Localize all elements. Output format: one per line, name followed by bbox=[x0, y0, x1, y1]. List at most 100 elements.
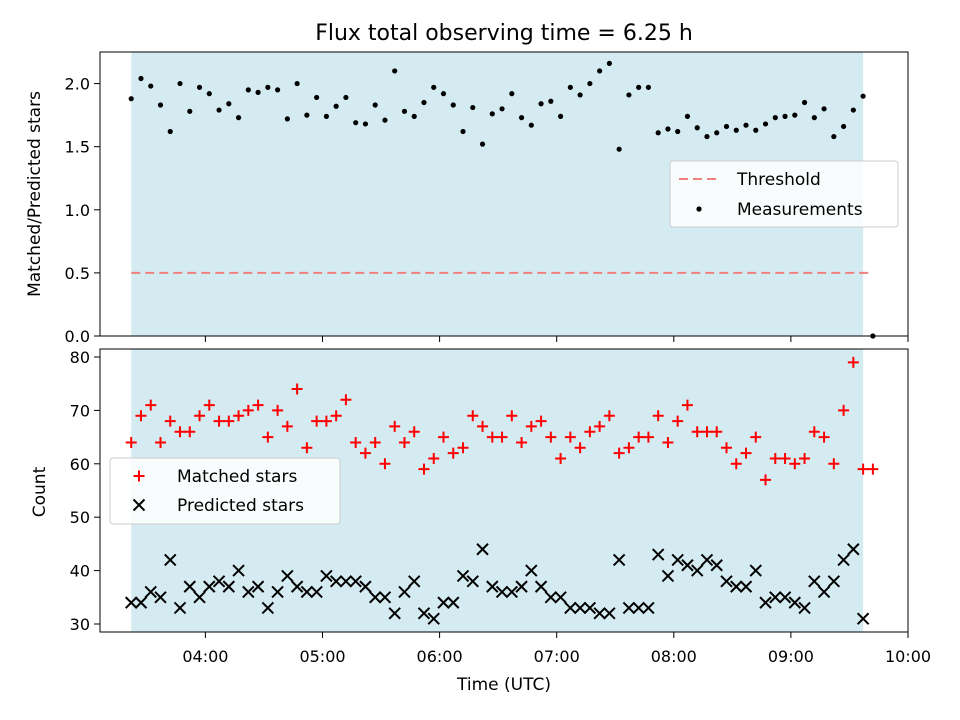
measurement-point bbox=[275, 87, 281, 93]
matched-star-point bbox=[760, 474, 772, 486]
predicted-star-point bbox=[564, 601, 577, 615]
predicted-star-point bbox=[739, 580, 753, 593]
matched-star-point bbox=[291, 383, 303, 395]
matched-star-point bbox=[389, 420, 401, 432]
predicted-star-point bbox=[593, 607, 606, 620]
matched-star-point bbox=[145, 399, 157, 411]
measurement-point bbox=[636, 84, 642, 90]
ratio-legend: Threshold Measurements bbox=[669, 160, 899, 228]
predicted-star-point bbox=[154, 591, 167, 604]
predicted-star-point bbox=[173, 601, 187, 615]
legend-predicted-label: Predicted stars bbox=[177, 496, 304, 516]
legend-box bbox=[669, 160, 899, 228]
measurement-point bbox=[645, 84, 652, 90]
predicted-star-point bbox=[661, 569, 675, 583]
predicted-star-point bbox=[242, 585, 255, 599]
predicted-star-point bbox=[329, 575, 343, 588]
predicted-star-point bbox=[515, 580, 528, 593]
matched-star-point bbox=[838, 404, 850, 416]
measurement-point bbox=[245, 87, 251, 93]
measurement-point bbox=[138, 75, 144, 82]
measurement-point bbox=[255, 89, 261, 95]
matched-star-point bbox=[545, 431, 557, 443]
measurement-point bbox=[684, 113, 691, 119]
y-tick-label: 60 bbox=[70, 455, 90, 474]
measurement-point bbox=[401, 108, 408, 114]
matched-star-point bbox=[340, 394, 352, 406]
matched-star-point bbox=[408, 426, 420, 438]
measurement-point bbox=[626, 92, 632, 98]
matched-star-point bbox=[477, 420, 489, 432]
x-tick-label: 06:00 bbox=[417, 647, 463, 666]
predicted-star-point bbox=[534, 580, 548, 593]
matched-star-point bbox=[594, 420, 606, 432]
matched-star-point bbox=[194, 410, 206, 422]
predicted-star-point bbox=[290, 580, 304, 593]
matched-star-point bbox=[857, 463, 869, 475]
measurement-point bbox=[314, 94, 320, 101]
measurement-point bbox=[753, 127, 759, 133]
matched-star-point bbox=[633, 431, 645, 443]
x-tick-label: 07:00 bbox=[534, 647, 580, 666]
measurement-point bbox=[792, 112, 798, 118]
matched-star-point bbox=[184, 426, 196, 438]
predicted-star-point bbox=[222, 580, 236, 593]
matched-star-point bbox=[613, 447, 625, 459]
predicted-star-point bbox=[554, 591, 567, 604]
matched-star-point bbox=[155, 436, 167, 448]
predicted-star-point bbox=[427, 612, 440, 625]
measurement-point bbox=[216, 107, 222, 113]
predicted-star-point bbox=[622, 601, 636, 615]
predicted-star-point bbox=[817, 585, 831, 599]
measurement-point bbox=[557, 113, 564, 119]
matched-star-point bbox=[720, 442, 732, 454]
predicted-star-point bbox=[368, 591, 382, 604]
predicted-star-point bbox=[642, 601, 655, 615]
matched-star-point bbox=[379, 458, 391, 470]
matched-star-point bbox=[740, 447, 752, 459]
ratio-panel: 0.00.51.01.52.0 Matched/Predicted stars … bbox=[25, 51, 909, 346]
measurement-point bbox=[294, 80, 300, 87]
predicted-star-point bbox=[320, 569, 333, 583]
matched-star-point bbox=[457, 442, 469, 454]
matched-star-point bbox=[125, 436, 137, 448]
matched-star-point bbox=[418, 463, 430, 475]
measurement-point bbox=[782, 113, 788, 119]
measurement-point bbox=[148, 83, 154, 89]
matched-star-point bbox=[779, 452, 791, 464]
measurement-point bbox=[450, 102, 456, 108]
x-tick-label: 08:00 bbox=[651, 647, 697, 666]
ratio-x-ticks bbox=[204, 336, 909, 342]
measurement-point bbox=[353, 120, 359, 126]
predicted-star-point bbox=[720, 575, 733, 588]
matched-star-point bbox=[730, 458, 742, 470]
measurement-point bbox=[704, 133, 710, 140]
matched-star-point bbox=[252, 399, 264, 411]
measurement-point bbox=[831, 133, 837, 140]
measurement-point bbox=[187, 108, 193, 114]
ratio-panel-frame bbox=[99, 51, 909, 337]
measurement-point bbox=[372, 102, 378, 108]
measurement-point bbox=[694, 125, 700, 131]
measurement-point bbox=[489, 111, 495, 117]
predicted-star-point bbox=[710, 559, 723, 572]
predicted-star-point bbox=[203, 580, 216, 593]
predicted-star-point bbox=[681, 559, 694, 572]
measurement-point bbox=[226, 101, 232, 107]
predicted-star-point bbox=[125, 596, 138, 609]
measurement-point bbox=[811, 115, 817, 121]
matched-star-point bbox=[847, 356, 859, 368]
predicted-star-point bbox=[691, 564, 704, 577]
matched-star-point bbox=[223, 415, 235, 427]
matched-star-point bbox=[769, 452, 781, 464]
measurement-point bbox=[567, 84, 573, 90]
measurement-point bbox=[518, 115, 525, 121]
y-tick-label: 80 bbox=[70, 348, 90, 367]
predicted-star-point bbox=[144, 585, 157, 599]
measurement-point bbox=[821, 106, 827, 112]
measurement-point bbox=[606, 60, 612, 66]
matched-star-point bbox=[535, 415, 547, 427]
predicted-star-point bbox=[349, 575, 362, 588]
matched-star-point bbox=[437, 431, 449, 443]
